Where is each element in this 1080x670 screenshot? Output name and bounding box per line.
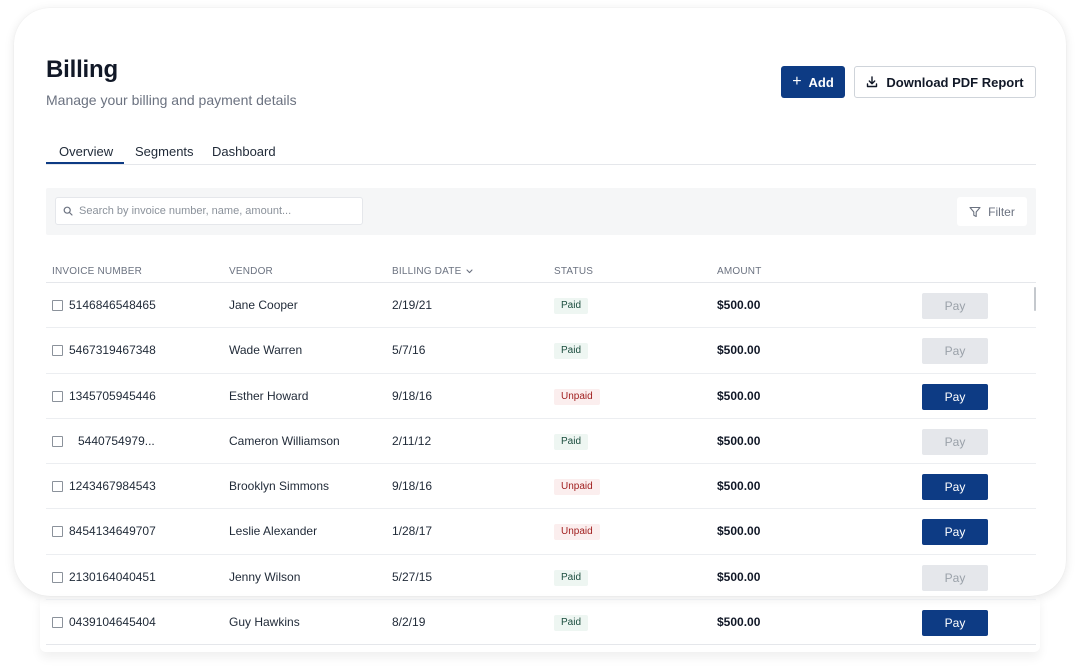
- status-badge: Paid: [554, 569, 589, 586]
- table-row: 0439104645404 Guy Hawkins 8/2/19 Paid $5…: [46, 600, 1036, 646]
- table-row: 1243467984543 Brooklyn Simmons 9/18/16 U…: [46, 464, 1036, 510]
- search-icon: [63, 206, 73, 216]
- row-checkbox[interactable]: [52, 617, 63, 629]
- billing-card: [14, 8, 1066, 596]
- billing-date-header-label: BILLING DATE: [392, 266, 462, 277]
- billing-date: 2/19/21: [392, 298, 433, 312]
- row-checkbox[interactable]: [52, 300, 63, 311]
- vendor-name: Esther Howard: [229, 388, 309, 403]
- tab-segments[interactable]: Segments: [135, 144, 194, 159]
- page-subtitle: Manage your billing and payment details: [46, 92, 297, 108]
- table-row: 8454134649707 Leslie Alexander 1/28/17 U…: [46, 509, 1036, 555]
- download-pdf-report-button[interactable]: Download PDF Report: [854, 66, 1036, 98]
- active-tab-indicator: [46, 162, 124, 164]
- invoice-amount: $500.00: [717, 569, 761, 584]
- add-button-label: Add: [808, 74, 834, 90]
- invoice-amount: $500.00: [717, 524, 761, 539]
- billing-date: 1/28/17: [392, 524, 433, 539]
- invoice-amount: $500.00: [717, 343, 761, 358]
- table-row: 5467319467348 Wade Warren 5/7/16 Paid $5…: [46, 328, 1036, 374]
- chevron-down-icon: [466, 269, 474, 274]
- tab-dashboard[interactable]: Dashboard: [212, 144, 276, 159]
- row-checkbox[interactable]: [52, 345, 63, 357]
- search-box[interactable]: [55, 197, 363, 225]
- status-badge: Paid: [554, 298, 589, 314]
- page-title: Billing: [46, 56, 118, 83]
- column-header-vendor[interactable]: VENDOR: [229, 266, 273, 277]
- vendor-name: Cameron Williamson: [229, 433, 340, 448]
- invoice-number: 5440754979...: [78, 433, 155, 448]
- table-row: 5146846548465 Jane Cooper 2/19/21 Paid $…: [46, 283, 1036, 329]
- invoice-amount: $500.00: [717, 615, 761, 630]
- search-input[interactable]: [79, 205, 349, 217]
- vendor-name: Guy Hawkins: [229, 615, 300, 630]
- table-scrollbar[interactable]: [1034, 287, 1036, 311]
- billing-date: 5/27/15: [392, 569, 433, 584]
- invoice-number: 5146846548465: [69, 298, 156, 312]
- row-checkbox[interactable]: [52, 435, 63, 447]
- row-checkbox[interactable]: [52, 526, 63, 538]
- plus-icon: +: [792, 73, 802, 90]
- vendor-name: Brooklyn Simmons: [229, 479, 330, 494]
- invoice-number: 0439104645404: [69, 615, 156, 630]
- column-header-billing-date[interactable]: BILLING DATE: [392, 266, 474, 277]
- row-checkbox[interactable]: [52, 481, 63, 493]
- tab-overview[interactable]: Overview: [59, 144, 114, 159]
- vendor-name: Wade Warren: [229, 343, 303, 358]
- billing-date: 2/11/12: [392, 433, 432, 448]
- invoice-amount: $500.00: [717, 298, 761, 312]
- invoice-amount: $500.00: [717, 479, 761, 494]
- table-row: 2130164040451 Jenny Wilson 5/27/15 Paid …: [46, 555, 1036, 601]
- add-button[interactable]: + Add: [781, 66, 845, 98]
- status-badge: Paid: [554, 343, 589, 360]
- row-checkbox[interactable]: [52, 571, 63, 583]
- row-checkbox[interactable]: [52, 390, 63, 402]
- status-badge: Paid: [554, 615, 589, 632]
- status-badge: Unpaid: [554, 479, 600, 496]
- invoice-number: 2130164040451: [69, 569, 156, 584]
- column-header-amount[interactable]: AMOUNT: [717, 266, 762, 277]
- pay-button[interactable]: Pay: [922, 610, 988, 637]
- download-button-label: Download PDF Report: [886, 74, 1024, 90]
- pay-button: Pay: [922, 338, 988, 365]
- billing-date: 9/18/16: [392, 388, 433, 403]
- status-badge: Paid: [554, 433, 589, 450]
- table-row: 1345705945446 Esther Howard 9/18/16 Unpa…: [46, 374, 1036, 419]
- pay-button: Pay: [922, 293, 988, 319]
- invoice-number: 8454134649707: [69, 524, 156, 539]
- pay-button: Pay: [922, 428, 988, 455]
- filter-button-label: Filter: [988, 204, 1015, 219]
- pay-button[interactable]: Pay: [922, 519, 988, 546]
- filter-icon: [969, 206, 981, 217]
- invoice-amount: $500.00: [717, 433, 761, 448]
- pay-button: Pay: [922, 564, 988, 591]
- billing-date: 9/18/16: [392, 479, 433, 494]
- pay-button[interactable]: Pay: [922, 474, 988, 501]
- column-header-invoice-number[interactable]: INVOICE NUMBER: [52, 266, 143, 277]
- vendor-name: Jenny Wilson: [229, 569, 301, 584]
- invoice-amount: $500.00: [717, 388, 761, 403]
- table-toolbar: Filter: [46, 188, 1036, 235]
- status-badge: Unpaid: [554, 524, 600, 541]
- vendor-name: Leslie Alexander: [229, 524, 318, 539]
- invoice-table-body: 5146846548465 Jane Cooper 2/19/21 Paid $…: [46, 283, 1036, 646]
- invoice-number: 1243467984543: [69, 479, 156, 494]
- table-row: 5440754979... Cameron Williamson 2/11/12…: [46, 419, 1036, 465]
- invoice-number: 5467319467348: [69, 343, 156, 358]
- billing-date: 8/2/19: [392, 615, 426, 630]
- download-icon: [867, 76, 878, 88]
- table-header: INVOICE NUMBER VENDOR BILLING DATE STATU…: [46, 263, 1036, 283]
- billing-date: 5/7/16: [392, 343, 426, 358]
- column-header-status[interactable]: STATUS: [554, 266, 594, 277]
- invoice-number: 1345705945446: [69, 388, 156, 403]
- filter-button[interactable]: Filter: [957, 197, 1027, 226]
- tab-bar: Overview Segments Dashboard: [46, 140, 1036, 165]
- status-badge: Unpaid: [554, 388, 600, 405]
- vendor-name: Jane Cooper: [229, 298, 298, 312]
- pay-button[interactable]: Pay: [922, 383, 988, 410]
